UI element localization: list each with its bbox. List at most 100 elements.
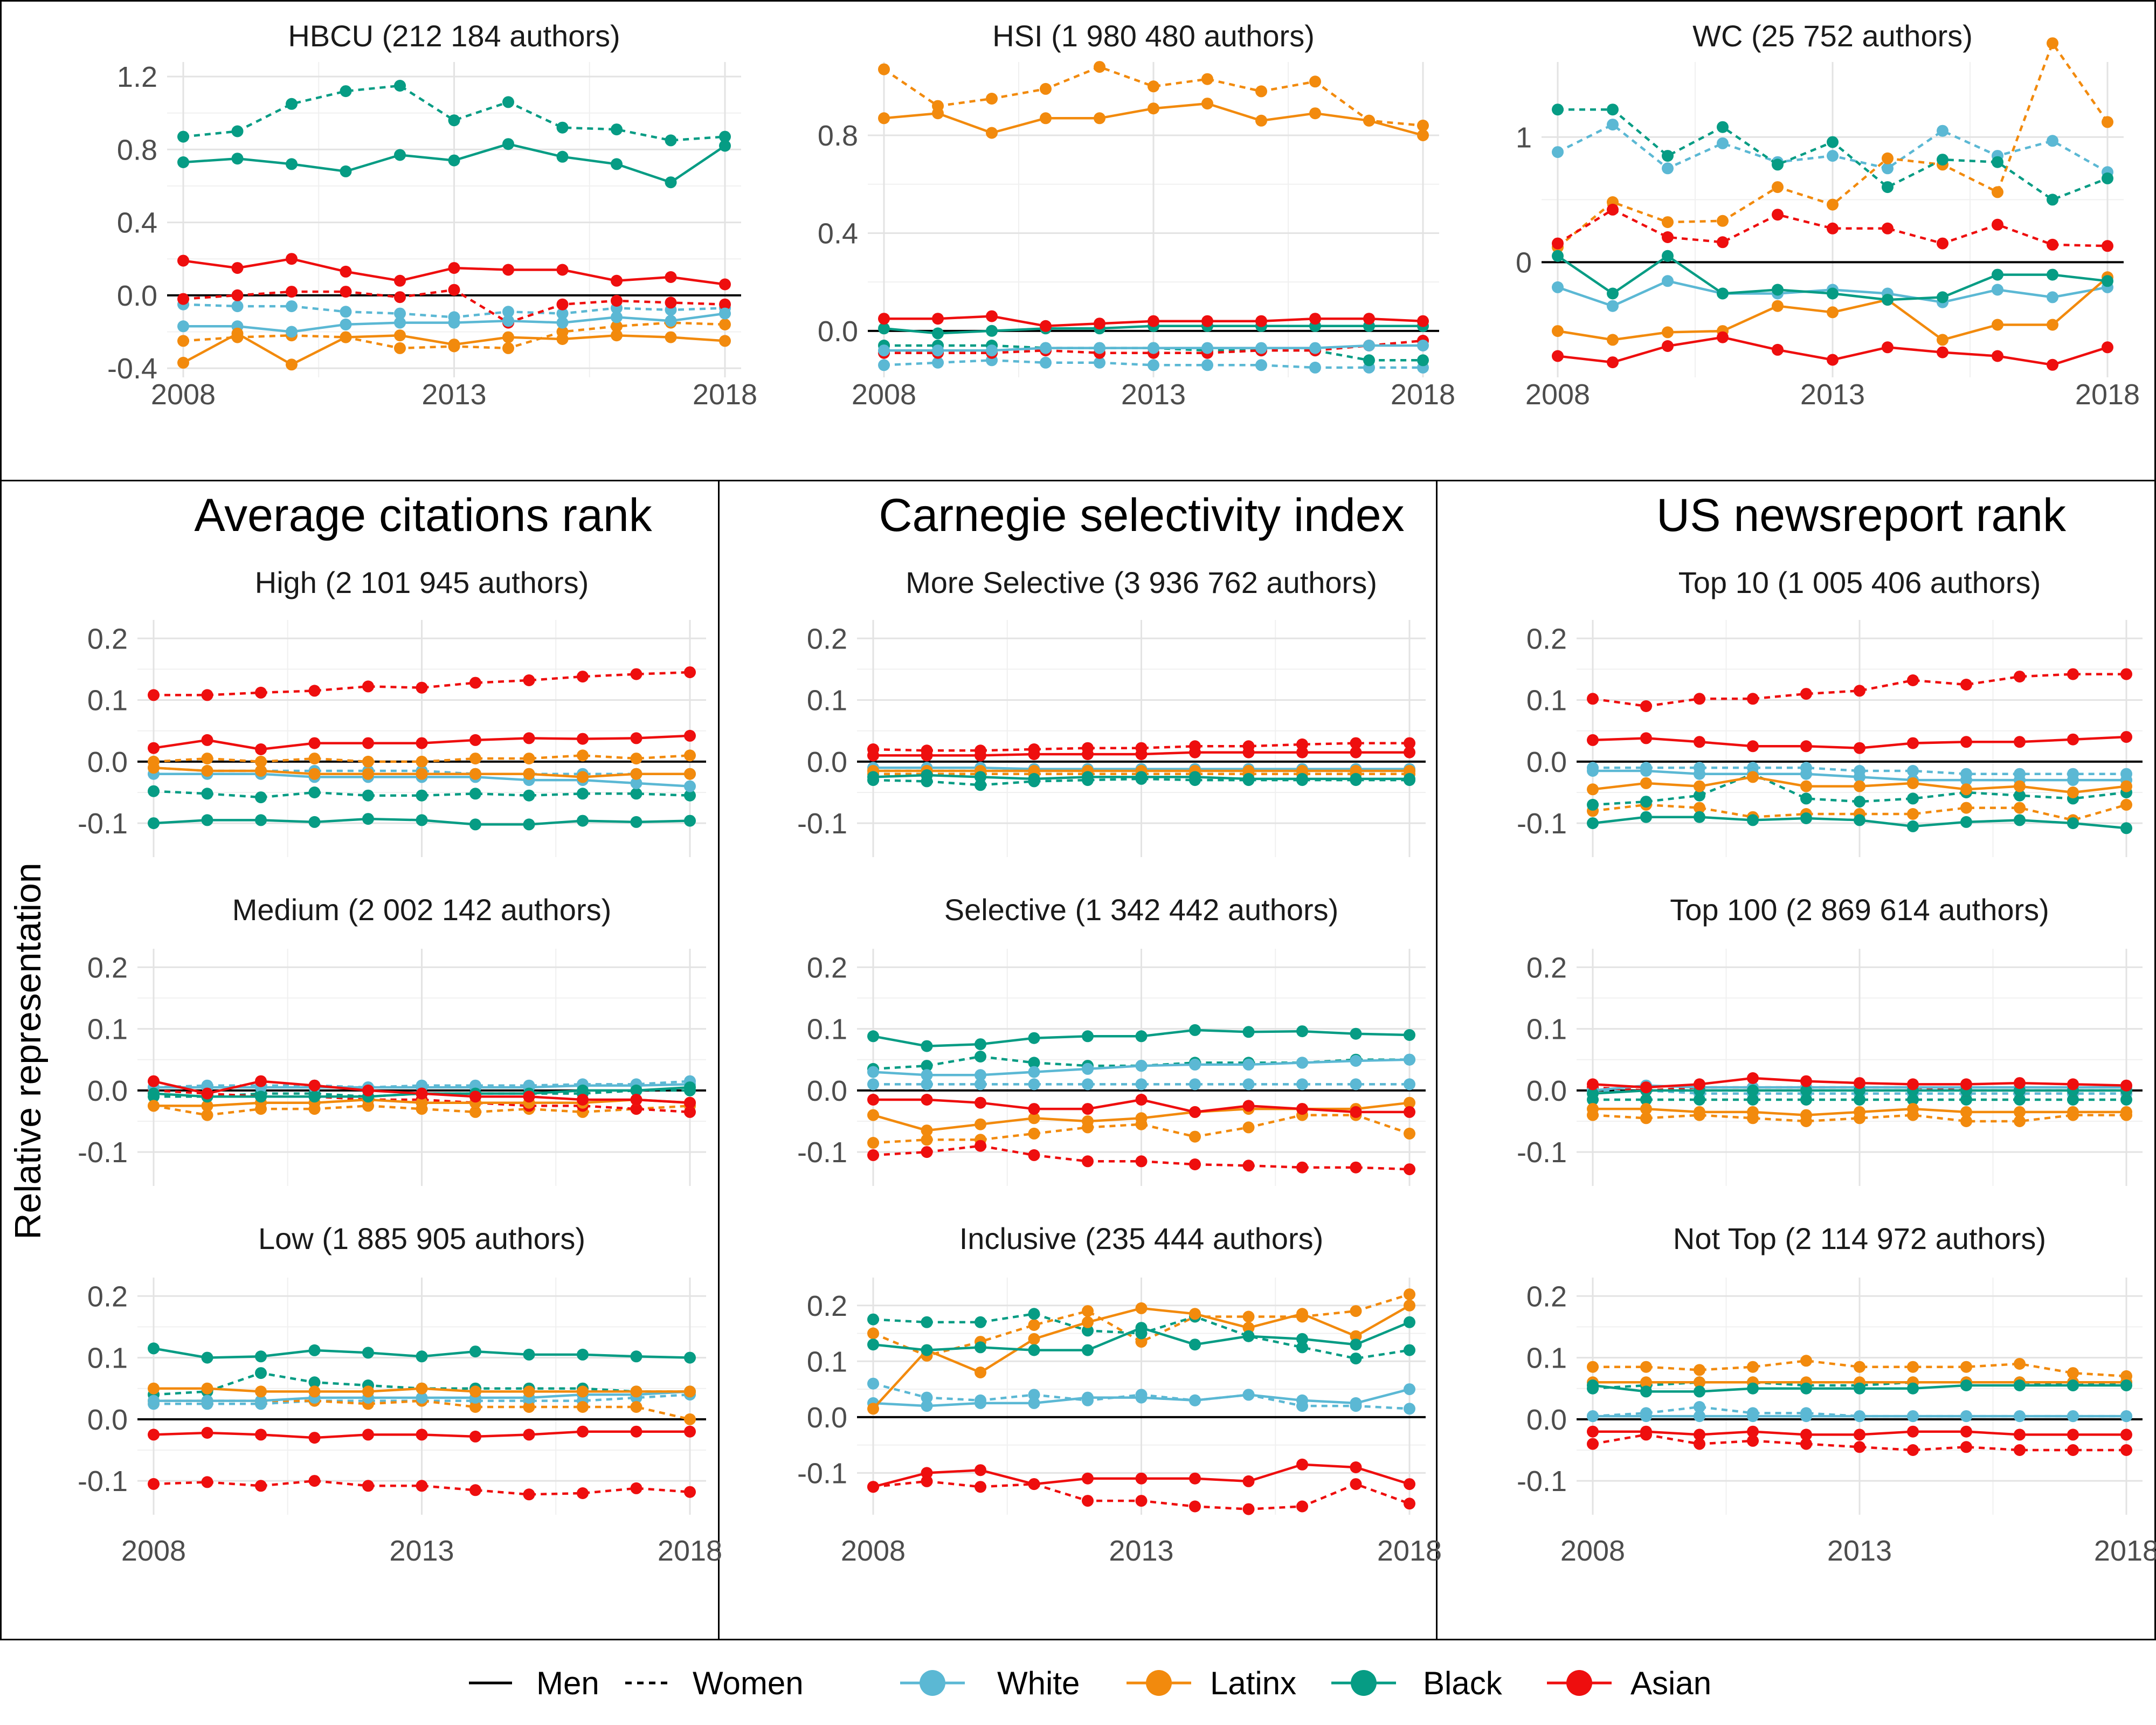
data-point <box>148 1478 160 1490</box>
series-line <box>883 65 1423 127</box>
data-point <box>1662 340 1674 352</box>
data-point <box>1694 1410 1705 1423</box>
data-point <box>1747 1106 1759 1118</box>
data-point <box>878 63 890 75</box>
data-point <box>1189 1338 1201 1351</box>
data-point <box>1404 1163 1415 1176</box>
data-point <box>867 1137 879 1149</box>
data-point <box>684 749 696 762</box>
data-point <box>1552 146 1564 158</box>
data-point <box>2120 1429 2132 1441</box>
data-point <box>2014 1115 2026 1127</box>
panel-3: WC (25 752 authors) 0 1 2008 2013 2018 <box>1516 19 2140 411</box>
data-point <box>1148 80 1159 93</box>
data-point <box>523 1091 535 1103</box>
data-point <box>1747 1410 1759 1423</box>
x-tick-label: 2008 <box>151 378 216 411</box>
data-point <box>1255 342 1267 354</box>
series-latinx-men <box>148 1382 696 1398</box>
y-tick-label: 0.8 <box>117 134 157 166</box>
data-point <box>1662 150 1674 162</box>
data-point <box>1854 796 1865 808</box>
data-point <box>1404 1299 1415 1312</box>
panel-title: HBCU (212 184 authors) <box>288 19 620 53</box>
data-point <box>416 768 428 780</box>
data-point <box>577 1487 589 1499</box>
data-point <box>2120 668 2132 680</box>
data-point <box>1040 82 1052 95</box>
data-point <box>1587 1425 1599 1438</box>
data-point <box>665 271 677 283</box>
data-point <box>556 333 569 345</box>
data-point <box>1772 300 1784 312</box>
series-line <box>153 1105 690 1116</box>
x-tick-label: 2013 <box>389 1535 454 1567</box>
data-point <box>394 307 406 320</box>
data-point <box>1992 218 2003 231</box>
data-point <box>448 114 460 127</box>
y-tick-label: 0.1 <box>807 685 847 717</box>
data-point <box>2120 1379 2132 1391</box>
data-point <box>416 681 428 694</box>
data-point <box>986 127 998 139</box>
data-point <box>1028 1333 1040 1345</box>
data-point <box>1587 1410 1599 1423</box>
data-point <box>148 1382 160 1395</box>
data-point <box>469 677 481 689</box>
data-point <box>1296 1025 1308 1038</box>
data-point <box>469 734 481 746</box>
data-point <box>577 1094 589 1106</box>
data-point <box>932 313 944 325</box>
data-point <box>1800 740 1812 753</box>
data-point <box>2067 1094 2079 1106</box>
y-tick-label: 1.2 <box>117 61 157 93</box>
data-point <box>1404 737 1415 749</box>
x-tick-label: 2008 <box>121 1535 186 1567</box>
data-point <box>1992 284 2003 296</box>
data-point <box>975 1069 986 1081</box>
data-point <box>1363 354 1375 367</box>
series-line <box>183 84 725 142</box>
data-point <box>362 1385 374 1398</box>
data-point <box>1800 1382 1812 1395</box>
data-point <box>1960 1425 1972 1438</box>
data-point <box>556 298 569 310</box>
series-black-men <box>148 813 696 831</box>
data-point <box>1587 1078 1599 1091</box>
data-point <box>1028 1127 1040 1140</box>
data-point <box>2102 240 2113 252</box>
data-point <box>2102 172 2113 184</box>
data-point <box>1404 1478 1415 1491</box>
x-tick-label: 2008 <box>1525 378 1590 411</box>
y-tick-label: 0.0 <box>807 746 847 778</box>
data-point <box>1854 742 1865 754</box>
data-point <box>448 316 460 329</box>
data-point <box>201 753 213 765</box>
data-point <box>1800 1429 1812 1441</box>
data-point <box>177 130 189 143</box>
series-black-men <box>867 769 1415 785</box>
data-point <box>416 1429 428 1441</box>
data-point <box>1404 746 1415 758</box>
series-line <box>1592 803 2127 822</box>
data-point <box>1717 236 1729 249</box>
data-point <box>2047 358 2058 371</box>
legend-black-marker <box>1351 1670 1377 1696</box>
y-tick-label: 0.1 <box>1526 1013 1567 1046</box>
data-point <box>286 326 298 338</box>
y-tick-label: 0 <box>1516 246 1532 279</box>
data-point <box>286 98 298 110</box>
data-point <box>1960 1106 1972 1118</box>
data-point <box>2014 736 2026 748</box>
panel-5: More Selective (3 936 762 authors) -0.1 0.… <box>797 565 1426 857</box>
data-point <box>921 1400 933 1412</box>
series-line <box>873 742 1409 752</box>
data-point <box>921 1475 933 1487</box>
data-point <box>2120 1094 2132 1106</box>
data-point <box>630 1350 642 1363</box>
series-white-men <box>177 307 731 338</box>
data-point <box>201 788 213 800</box>
data-point <box>362 789 374 802</box>
data-point <box>1309 75 1321 88</box>
data-point <box>1992 186 2003 198</box>
